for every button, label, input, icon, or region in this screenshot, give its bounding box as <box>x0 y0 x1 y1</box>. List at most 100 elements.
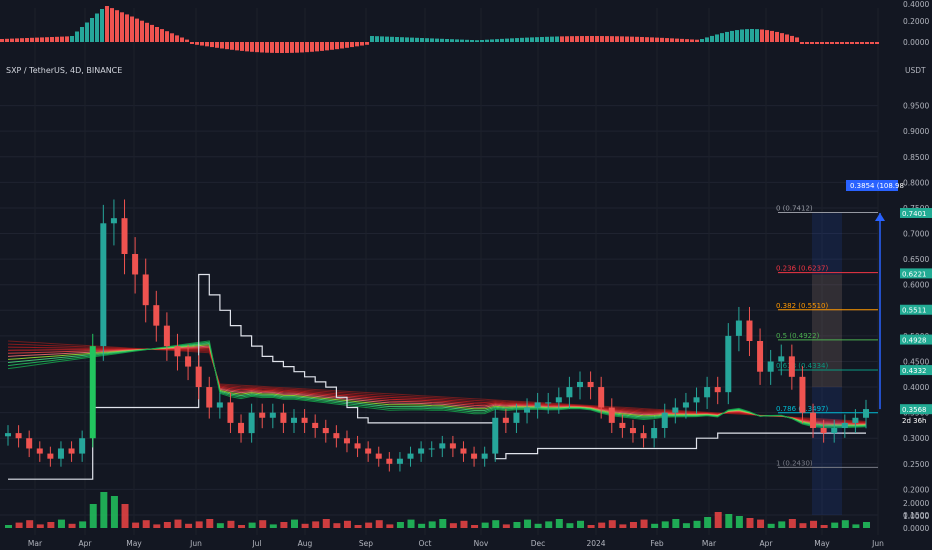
oscillator-bar <box>485 39 489 42</box>
candle-body <box>672 407 679 413</box>
candle-body <box>693 397 700 403</box>
fib-level-label: 0.618 (0.4334) <box>776 362 828 370</box>
candle-body <box>598 387 605 408</box>
time-tick-label: Sep <box>359 539 373 548</box>
time-tick-label: Aug <box>298 539 313 548</box>
oscillator-bar <box>335 42 339 50</box>
volume-bar <box>100 492 108 528</box>
volume-bar <box>153 524 161 528</box>
volume-bar <box>238 525 246 528</box>
oscillator-bar <box>395 37 399 42</box>
oscillator-bar <box>615 36 619 42</box>
oscillator-bar <box>695 39 699 42</box>
symbol-title[interactable]: SXP / TetherUS, 4D, BINANCE <box>6 66 122 75</box>
oscillator-bar <box>95 13 99 42</box>
fib-zone-orange <box>812 274 842 388</box>
oscillator-bar <box>595 36 599 42</box>
oscillator-tick-label: 0.4000 <box>903 0 929 9</box>
candle-body <box>227 402 234 423</box>
oscillator-bar <box>865 42 869 44</box>
time-tick-label: Nov <box>474 539 489 548</box>
candle-body <box>788 356 795 377</box>
oscillator-bar <box>155 27 159 42</box>
oscillator-bar <box>415 37 419 42</box>
oscillator-bar <box>530 37 534 42</box>
oscillator-bar <box>330 42 334 50</box>
candle-body <box>36 448 43 454</box>
oscillator-bar <box>425 38 429 42</box>
oscillator-bar <box>230 42 234 50</box>
oscillator-bar <box>835 42 839 44</box>
oscillator-bar <box>210 42 214 48</box>
fib-level-label: 0.5 (0.4922) <box>776 332 820 340</box>
oscillator-bar <box>240 42 244 51</box>
volume-bar <box>502 524 510 528</box>
candle-body <box>661 412 668 428</box>
oscillator-bar <box>0 39 4 42</box>
price-label-text: 0.6221 <box>902 270 927 278</box>
volume-bar <box>725 514 733 528</box>
candle-body <box>396 458 403 464</box>
volume-bar <box>142 520 150 528</box>
oscillator-bar <box>720 33 724 42</box>
volume-bar <box>132 522 140 528</box>
volume-bar <box>396 522 404 528</box>
candle-body <box>333 433 340 439</box>
oscillator-bar <box>70 36 74 42</box>
price-tick-label: 0.4500 <box>903 357 929 366</box>
time-axis[interactable]: Mar Apr May Jun Jul Aug Sep Oct Nov Dec 2024 Feb Mar… <box>28 539 884 548</box>
oscillator-bar <box>110 8 114 43</box>
candles <box>5 199 869 472</box>
candle-body <box>280 412 287 423</box>
oscillator-bar <box>545 36 549 42</box>
projection-arrow <box>875 213 885 222</box>
oscillator-bar <box>185 39 189 42</box>
time-tick-label: Dec <box>531 539 546 548</box>
volume-bar <box>333 523 341 528</box>
candle-body <box>185 356 192 367</box>
volume-bar <box>343 520 351 528</box>
volume-bar <box>449 523 457 528</box>
volume-bar <box>788 519 796 528</box>
oscillator-bar <box>30 37 34 42</box>
volume-bar <box>57 519 65 528</box>
price-tick-label: 0.9000 <box>903 127 929 136</box>
candle-body <box>449 443 456 449</box>
volume-bar <box>778 521 786 528</box>
candle-body <box>322 428 329 434</box>
candle-body <box>206 387 213 408</box>
oscillator-bar <box>815 42 819 44</box>
oscillator-bar <box>85 22 89 42</box>
oscillator-bar <box>470 40 474 42</box>
oscillator-bar <box>665 38 669 42</box>
time-tick-label: 2024 <box>586 539 605 548</box>
candle-body <box>79 438 86 454</box>
volume-bar <box>799 523 807 528</box>
volume-bar <box>216 523 224 528</box>
volume-bar <box>301 523 309 528</box>
fib-level-label: 1 (0.2430) <box>776 459 813 467</box>
volume-bar <box>693 520 701 528</box>
fib-level-label: 0.236 (0.6237) <box>776 265 828 273</box>
trend-step-line <box>8 273 866 480</box>
oscillator-bar <box>430 38 434 42</box>
oscillator-bar <box>570 36 574 42</box>
oscillator-bar <box>160 29 164 42</box>
candle-body <box>513 412 520 423</box>
volume-bar <box>598 522 606 528</box>
volume-bar <box>672 519 680 528</box>
projection-label: 0.3854 (108.98 <box>850 182 904 190</box>
candle-body <box>577 381 583 388</box>
moving-average-ribbon <box>7 273 867 480</box>
oscillator-bar <box>675 38 679 42</box>
volume-bar <box>513 522 521 528</box>
oscillator-bar <box>435 38 439 42</box>
volume-bar <box>587 525 595 528</box>
oscillator-bar <box>225 42 229 50</box>
time-tick-label: Jun <box>871 539 884 548</box>
volume-bar <box>534 523 542 528</box>
candle-body <box>15 433 22 439</box>
currency-label[interactable]: USDT <box>905 66 926 75</box>
volume-bar <box>831 522 839 528</box>
candle-body <box>682 402 689 408</box>
